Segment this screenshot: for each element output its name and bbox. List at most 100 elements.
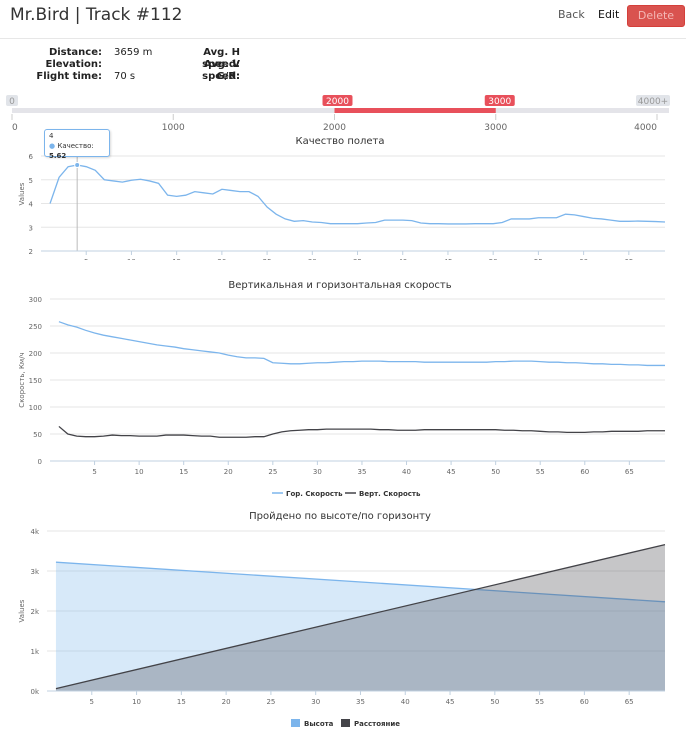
slider-from-label: 2000: [326, 97, 349, 107]
slider-grid-label: 2000: [323, 123, 346, 133]
x-tick-label: 30: [308, 258, 317, 260]
slider-min-label: 0: [9, 97, 15, 107]
page-title: Mr.Bird | Track #112: [10, 5, 183, 25]
x-tick-label: 40: [402, 468, 411, 476]
track-stats-right: Avg. H speed: Avg. V speed: G/R:: [170, 47, 290, 83]
stat-flight-time: Flight time: 70 s: [0, 71, 170, 83]
legend-item-altitude[interactable]: Высота: [291, 719, 334, 728]
slider-from-handle[interactable]: 2000: [322, 95, 353, 107]
x-tick-label: 5: [84, 258, 88, 260]
legend-label: Гор. Скорость: [286, 490, 343, 498]
slider-to-label: 3000: [488, 97, 511, 107]
y-tick-label: 6: [29, 153, 34, 161]
hover-point-marker: [74, 162, 81, 169]
series-line: [49, 164, 666, 225]
x-tick-label: 45: [443, 258, 452, 260]
series-line: [55, 543, 666, 690]
altitude-distance-chart: Пройдено по высоте/по горизонту Values 0…: [18, 511, 666, 728]
y-tick-label: 200: [29, 350, 42, 358]
y-tick-label: 300: [29, 296, 42, 304]
legend-item-distance[interactable]: Расстояние: [341, 719, 400, 728]
x-tick-label: 55: [535, 698, 544, 706]
brand-name: Mr.Bird: [10, 5, 70, 25]
y-tick-label: 4k: [30, 528, 39, 536]
x-tick-label: 45: [447, 468, 456, 476]
x-tick-label: 35: [357, 468, 366, 476]
page-header: Mr.Bird | Track #112 Back Edit Delete: [0, 0, 686, 39]
slider-to-badge[interactable]: [484, 95, 515, 106]
y-tick-label: 100: [29, 404, 42, 412]
slider-from-badge[interactable]: [322, 95, 353, 106]
track-stats-left: Distance: 3659 m Elevation: Flight time:…: [0, 47, 170, 83]
distance-value: 3659 m: [114, 47, 153, 58]
x-tick-label: 25: [263, 258, 272, 260]
tooltip-value: 5.62: [49, 152, 67, 160]
x-tick-label: 10: [127, 258, 136, 260]
avg-h-speed-label: Avg. H speed:: [202, 47, 240, 70]
x-tick-label: 45: [446, 698, 455, 706]
x-tick-label: 20: [222, 698, 231, 706]
y-tick-label: 3: [29, 224, 33, 232]
stat-elevation: Elevation:: [0, 59, 170, 71]
stat-distance: Distance: 3659 m: [0, 47, 170, 59]
x-tick-label: 15: [177, 698, 186, 706]
tooltip-series-dot: ●: [49, 142, 56, 150]
x-tick-label: 15: [172, 258, 181, 260]
delete-button[interactable]: Delete: [627, 5, 685, 27]
x-tick-label: 50: [489, 258, 498, 260]
back-button[interactable]: Back: [558, 8, 585, 21]
x-tick-label: 55: [536, 468, 545, 476]
slider-max-label: 4000+: [638, 97, 668, 107]
x-tick-label: 65: [625, 698, 634, 706]
legend-label: Расстояние: [354, 720, 400, 728]
slider-to-handle[interactable]: 3000: [484, 95, 515, 107]
chart-title: Качество полета: [296, 136, 385, 147]
x-tick-label: 30: [313, 468, 322, 476]
tooltip-series-label: Качество:: [57, 142, 94, 150]
slider-min-badge: [6, 95, 18, 106]
tooltip-series-row: ● Качество: 5.62: [49, 141, 105, 161]
gr-label: G/R:: [216, 71, 240, 82]
legend-item-horizontal-speed[interactable]: Гор. Скорость: [272, 490, 343, 498]
stat-avg-h-speed: Avg. H speed:: [170, 47, 290, 70]
distance-range-slider[interactable]: 0 4000+ 2000 3000 0 1000 2000 3000 4000: [0, 94, 686, 134]
slider-selected-range[interactable]: [334, 108, 496, 113]
x-tick-label: 60: [579, 258, 588, 260]
edit-button[interactable]: Edit: [598, 8, 620, 21]
x-tick-label: 30: [311, 698, 320, 706]
speed-chart: Вертикальная и горизонтальная скорость С…: [18, 280, 665, 498]
y-tick-label: 3k: [30, 568, 39, 576]
x-tick-label: 35: [353, 258, 362, 260]
y-tick-label: 1k: [30, 648, 39, 656]
stat-avg-v-speed: Avg. V speed:: [170, 59, 290, 82]
y-tick-label: 5: [29, 177, 33, 185]
y-tick-label: 250: [29, 323, 42, 331]
chart-title: Вертикальная и горизонтальная скорость: [228, 280, 451, 291]
slider-grid-label: 1000: [162, 123, 185, 133]
x-tick-label: 40: [398, 258, 407, 260]
slider-grid-label: 0: [12, 123, 18, 133]
tooltip-x-value: 4: [49, 132, 54, 140]
x-tick-label: 5: [90, 698, 94, 706]
x-tick-label: 55: [534, 258, 543, 260]
chart-legend: Высота Расстояние: [291, 719, 400, 728]
legend-item-vertical-speed[interactable]: Верт. Скорость: [345, 490, 421, 498]
x-tick-label: 5: [92, 468, 96, 476]
y-tick-label: 2: [29, 248, 33, 256]
flight-time-label: Flight time:: [36, 71, 102, 82]
x-tick-label: 65: [625, 468, 634, 476]
chart-tooltip: 4 ● Качество: 5.62: [44, 129, 110, 160]
series-line: [58, 321, 665, 367]
x-tick-label: 50: [491, 468, 500, 476]
x-tick-label: 25: [268, 468, 277, 476]
y-axis-label: Скорость, Км/ч: [18, 352, 26, 407]
chart-title: Пройдено по высоте/по горизонту: [249, 511, 431, 522]
distance-label: Distance:: [48, 47, 102, 58]
legend-label: Верт. Скорость: [359, 490, 421, 498]
chart-legend: Гор. Скорость Верт. Скорость: [272, 490, 421, 498]
series-area-fill: [55, 562, 665, 691]
x-tick-label: 10: [132, 698, 141, 706]
series-line: [55, 561, 666, 603]
y-axis-label: Values: [18, 599, 26, 622]
y-tick-label: 0: [38, 458, 42, 466]
